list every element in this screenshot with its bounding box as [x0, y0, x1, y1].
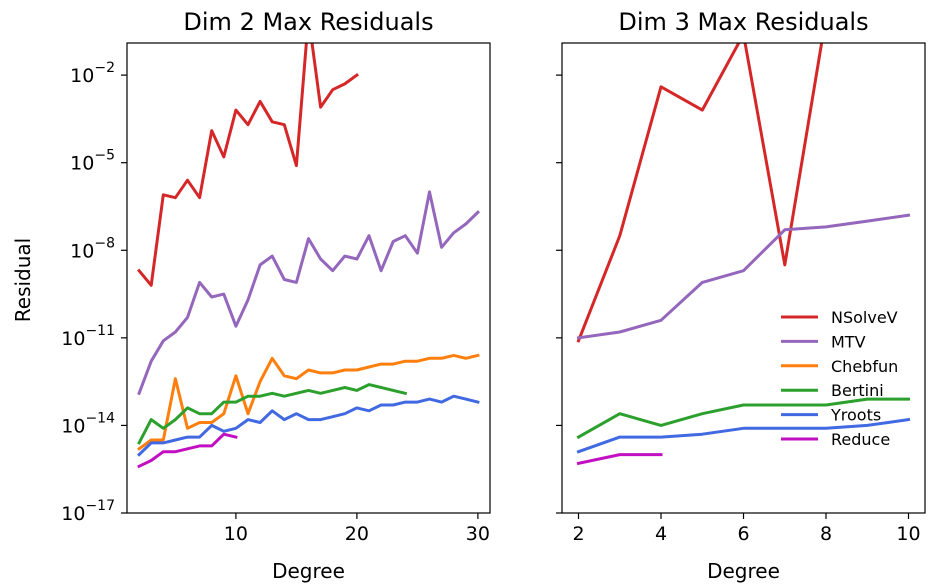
axes-frame: [126, 42, 491, 514]
x-tick-label: 8: [820, 523, 832, 545]
x-tick-label: 20: [345, 523, 369, 545]
series-line-bertini: [576, 397, 910, 440]
y-tick-label: 10−2: [70, 60, 115, 87]
series-line-reduce: [576, 453, 663, 466]
series-line-bertini: [137, 383, 408, 445]
x-tick-label: 2: [572, 523, 584, 545]
series-line-nsolvev: [136, 43, 359, 287]
chart-title: Dim 2 Max Residuals: [183, 8, 433, 36]
legend-label-mtv: MTV: [831, 332, 866, 351]
legend-label-yroots: Yroots: [830, 406, 881, 425]
series-line-chebfun: [137, 353, 480, 451]
x-tick-label: 10: [896, 523, 920, 545]
chart-panel-dim3: Dim 3 Max Residuals Degree 2 4 6 8 10 NSolveV MT…: [556, 8, 926, 583]
y-axis-label: Residual: [11, 238, 35, 322]
series-line-reduce: [137, 432, 238, 469]
legend: NSolveV MTV Chebfun Bertini Yroots Reduce: [781, 308, 898, 449]
y-tick-label: 10−14: [61, 410, 115, 437]
series-line-mtv: [576, 213, 911, 340]
x-tick-label: 10: [224, 523, 248, 545]
y-tick-label: 10−8: [70, 235, 115, 262]
legend-label-reduce: Reduce: [831, 430, 890, 449]
legend-label-bertini: Bertini: [831, 381, 884, 400]
series-line-yroots: [136, 394, 480, 457]
x-axis-label: Degree: [272, 559, 345, 583]
x-tick-label: 6: [737, 523, 749, 545]
series-line-yroots: [576, 417, 911, 454]
y-tick-label: 10−11: [61, 323, 115, 350]
chart-title: Dim 3 Max Residuals: [618, 8, 868, 36]
legend-label-chebfun: Chebfun: [831, 357, 898, 376]
x-tick-label: 4: [655, 523, 667, 545]
chart-panel-dim2: Dim 2 Max Residuals Degree 10 20 30 10−17 10−1…: [61, 8, 491, 583]
x-tick-label: 30: [466, 523, 490, 545]
series-line-nsolvev: [576, 43, 824, 343]
y-tick-label: 10−17: [61, 498, 115, 525]
x-axis-label: Degree: [707, 559, 780, 583]
y-tick-label: 10−5: [70, 148, 115, 175]
legend-label-nsolvev: NSolveV: [831, 308, 898, 327]
series-line-mtv: [137, 190, 481, 396]
